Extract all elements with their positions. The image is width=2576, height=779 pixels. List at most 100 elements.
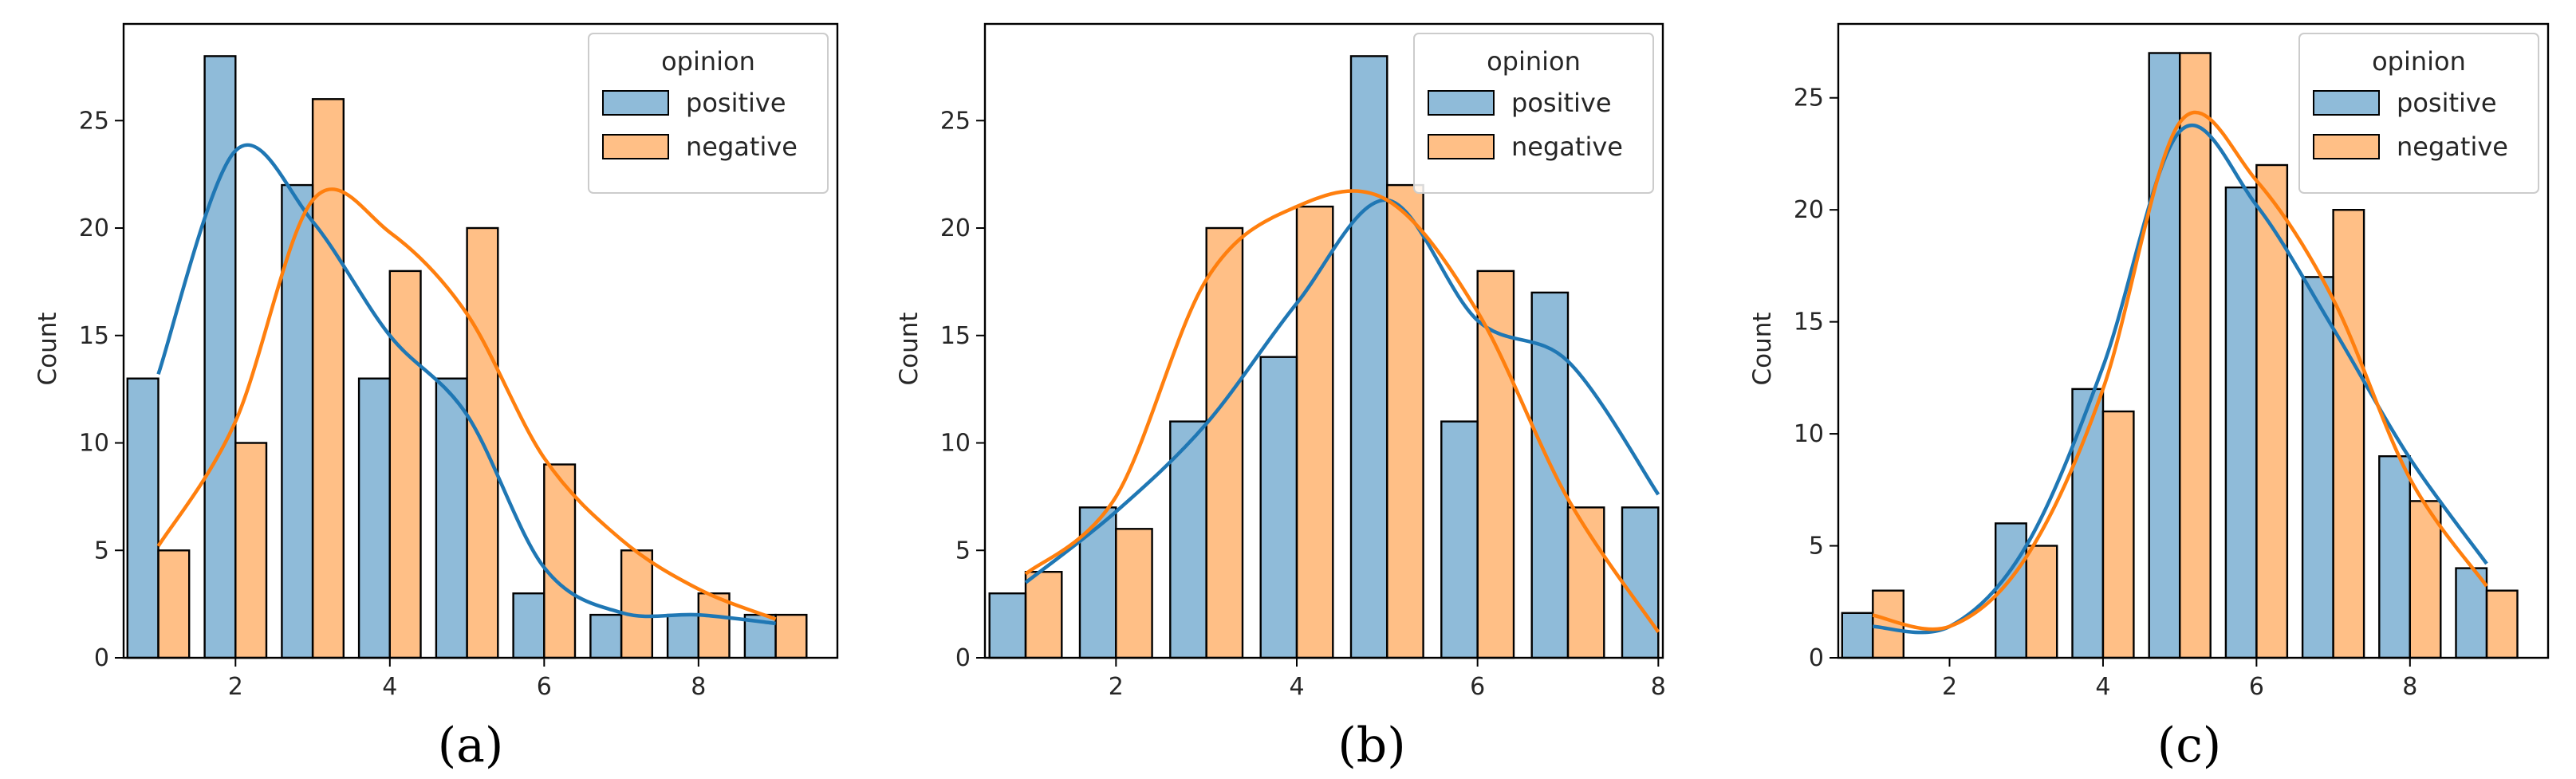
bar-positive-bin-5 — [1349, 55, 1388, 659]
x-tick-label: 4 — [1289, 673, 1304, 701]
y-tick-label: 15 — [1794, 309, 1824, 336]
panel-label: (a) — [438, 718, 504, 773]
bar-positive-bin-1 — [988, 592, 1027, 659]
plot-frame — [983, 22, 1664, 659]
y-axis-label: Count — [33, 312, 62, 385]
bar-positive-bin-7 — [1530, 291, 1570, 659]
bar-positive-bin-1 — [1841, 612, 1874, 659]
legend-label-negative: negative — [686, 132, 798, 162]
bar-negative-bin-2 — [234, 442, 268, 659]
bar-negative-bin-8 — [2409, 500, 2442, 659]
legend-label-negative: negative — [1511, 132, 1623, 162]
bar-positive-bin-4 — [1259, 356, 1298, 659]
kde-curve-negative — [156, 187, 777, 621]
legend-swatch-negative — [602, 134, 669, 159]
x-tick-label: 6 — [537, 673, 552, 701]
kde-curve-positive — [156, 143, 776, 626]
bar-positive-bin-5 — [435, 377, 468, 659]
y-tick-label: 25 — [940, 107, 971, 135]
legend-swatch-positive — [2313, 90, 2380, 116]
y-tick-label: 0 — [955, 644, 971, 672]
bar-negative-bin-8 — [697, 592, 731, 659]
bar-positive-bin-6 — [512, 592, 546, 659]
legend-label-positive: positive — [2397, 88, 2497, 118]
x-tick-label: 2 — [228, 673, 243, 701]
y-tick-label: 20 — [79, 214, 109, 242]
y-tick-label: 5 — [1809, 533, 1824, 561]
legend-title: opinion — [2372, 46, 2466, 77]
bar-positive-bin-2 — [1078, 506, 1117, 659]
bar-negative-bin-4 — [1295, 205, 1334, 659]
y-tick-label: 10 — [940, 430, 971, 458]
bar-positive-bin-9 — [2455, 567, 2488, 659]
y-tick-label: 5 — [955, 537, 971, 565]
legend-swatch-negative — [2313, 134, 2380, 159]
bar-positive-bin-1 — [126, 377, 160, 659]
x-tick-label: 8 — [1651, 673, 1666, 701]
bar-positive-bin-7 — [2301, 276, 2334, 659]
bar-negative-bin-6 — [1476, 270, 1515, 659]
y-tick-label: 0 — [94, 644, 109, 672]
y-tick-label: 20 — [940, 214, 971, 242]
bar-positive-bin-8 — [2378, 455, 2412, 659]
panel-label: (c) — [2157, 718, 2221, 773]
kde-curve-negative — [1024, 189, 1660, 633]
bar-positive-bin-8 — [1621, 506, 1660, 659]
x-tick-label: 4 — [2095, 673, 2110, 701]
kde-curve-positive — [1024, 198, 1660, 584]
bar-negative-bin-4 — [2101, 410, 2135, 659]
y-tick-label: 20 — [1794, 196, 1824, 224]
bar-negative-bin-9 — [774, 613, 808, 659]
legend-swatch-positive — [602, 90, 669, 116]
y-tick-label: 10 — [79, 430, 109, 458]
kde-curve-negative — [1872, 110, 2488, 631]
bar-negative-bin-5 — [2178, 52, 2212, 659]
panel-label: (b) — [1337, 718, 1405, 773]
plot-frame — [122, 22, 839, 659]
bar-negative-bin-3 — [1205, 226, 1244, 659]
bar-negative-bin-3 — [311, 98, 345, 659]
bar-negative-bin-1 — [1024, 571, 1063, 659]
bar-positive-bin-7 — [589, 613, 623, 659]
y-tick-label: 5 — [94, 537, 109, 565]
bar-negative-bin-7 — [2332, 209, 2365, 659]
x-tick-label: 8 — [2402, 673, 2417, 701]
x-tick-label: 2 — [1942, 673, 1957, 701]
bar-positive-bin-5 — [2148, 52, 2181, 659]
bar-negative-bin-6 — [543, 463, 577, 659]
bar-negative-bin-3 — [2025, 545, 2058, 659]
legend-label-positive: positive — [686, 88, 786, 118]
bar-positive-bin-6 — [2224, 186, 2258, 659]
y-tick-label: 15 — [940, 322, 971, 350]
x-tick-label: 8 — [691, 673, 706, 701]
bar-negative-bin-5 — [1386, 183, 1424, 659]
legend-label-positive: positive — [1511, 88, 1612, 118]
legend-title: opinion — [661, 46, 755, 77]
chart-panel-1: 0 5 10 15 20 25 2 4 6 8 Count opinion positive negati… — [33, 22, 839, 773]
legend-swatch-positive — [1428, 90, 1495, 116]
y-tick-label: 0 — [1809, 644, 1824, 672]
legend-label-negative: negative — [2397, 132, 2508, 162]
bar-negative-bin-7 — [620, 549, 653, 659]
y-axis-label: Count — [895, 312, 924, 385]
bar-negative-bin-2 — [1115, 528, 1153, 659]
chart-panel-3: 0 5 10 15 20 25 2 4 6 8 Count opinion positive negati… — [1748, 22, 2550, 773]
bar-negative-bin-1 — [157, 549, 191, 659]
bar-positive-bin-6 — [1440, 420, 1479, 659]
bar-positive-bin-4 — [357, 377, 392, 659]
bar-positive-bin-8 — [666, 613, 699, 659]
x-tick-label: 4 — [382, 673, 397, 701]
bar-negative-bin-6 — [2255, 163, 2289, 659]
legend-swatch-negative — [1428, 134, 1495, 159]
x-tick-label: 6 — [1470, 673, 1485, 701]
plot-frame — [1837, 22, 2550, 659]
x-tick-label: 2 — [1109, 673, 1124, 701]
bar-negative-bin-9 — [2485, 589, 2519, 659]
bar-negative-bin-4 — [388, 270, 422, 659]
legend-title: opinion — [1487, 46, 1581, 77]
y-axis-label: Count — [1748, 312, 1777, 385]
y-tick-label: 25 — [79, 107, 109, 135]
chart-panel-2: 0 5 10 15 20 25 2 4 6 8 Count opinion positive negati… — [895, 22, 1666, 773]
bar-positive-bin-2 — [203, 55, 237, 659]
